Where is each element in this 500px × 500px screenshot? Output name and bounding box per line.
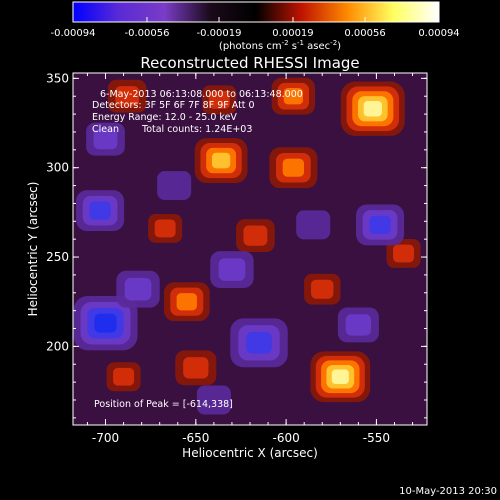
emission-source [304, 273, 341, 305]
emission-source [148, 213, 183, 243]
emission-source [271, 77, 316, 115]
negative-source [296, 210, 331, 240]
negative-source [355, 204, 405, 246]
colorbar-tick-label: -0.00056 [124, 28, 169, 39]
colorbar-frame [72, 1, 440, 23]
colorbar-tick-label: 0.00019 [272, 28, 313, 39]
colorbar-ticks: -0.00094 -0.00056 -0.00019 0.00019 0.00056 0.… [51, 17, 460, 39]
chart-title: Reconstructed RHESSI Image [140, 54, 359, 72]
y-tick-label: 250 [46, 250, 69, 264]
colorbar-tick-label: -0.00094 [51, 28, 96, 39]
negative-source [86, 122, 125, 156]
emission-source [107, 79, 147, 113]
negative-source [116, 270, 160, 308]
y-tick-label: 350 [46, 71, 69, 85]
negative-source [337, 307, 379, 343]
colorbar-tick-label: 0.00056 [344, 28, 385, 39]
negative-source [230, 318, 288, 368]
y-axis-label: Heliocentric Y (arcsec) [26, 182, 40, 317]
x-tick-label: -650 [182, 431, 209, 445]
emission-source [269, 147, 318, 189]
colorbar [73, 2, 439, 22]
x-axis-ticks: -700 -650 -600 -550 [86, 73, 414, 445]
y-axis-ticks: 200 250 300 350 [46, 71, 427, 419]
annotation-method: Clean [92, 124, 119, 135]
negative-source [210, 251, 254, 288]
emission-source [310, 351, 371, 403]
y-tick-label: 300 [46, 161, 69, 175]
negative-source [73, 295, 138, 351]
x-tick-label: -550 [363, 431, 390, 445]
emission-source [236, 219, 275, 253]
emission-source [163, 282, 210, 322]
emission-source [202, 85, 237, 115]
emission-source [106, 362, 141, 392]
annotation-detectors: Detectors: 3F 5F 6F 7F 8F 9F Att 0 [92, 100, 255, 111]
emission-source [194, 138, 248, 183]
colorbar-tick-label: 0.00094 [418, 28, 459, 39]
emission-source [340, 81, 405, 136]
colorbar-unit: (photons cm-2 s-1 asec-2) [219, 39, 341, 52]
x-tick-label: -600 [273, 431, 300, 445]
emission-source [386, 238, 421, 268]
emission-source [175, 350, 217, 386]
negative-source [196, 385, 231, 415]
colorbar-tick-label: -0.00019 [197, 28, 242, 39]
x-axis-label: Heliocentric X (arcsec) [182, 446, 318, 460]
negative-source [157, 171, 192, 201]
plot-timestamp: 10-May-2013 20:30 [399, 486, 497, 497]
annotation-counts: Total counts: 1.24E+03 [141, 124, 252, 135]
annotation-time-range: 6-May-2013 06:13:08.000 to 06:13:48.000 [100, 89, 303, 100]
annotation-energy: Energy Range: 12.0 - 25.0 keV [92, 112, 237, 123]
x-tick-label: -700 [92, 431, 119, 445]
heatmap-image [73, 77, 421, 415]
y-tick-label: 200 [46, 339, 69, 353]
annotation-peak-position: Position of Peak = [-614,338] [94, 399, 233, 410]
negative-source [76, 190, 125, 232]
